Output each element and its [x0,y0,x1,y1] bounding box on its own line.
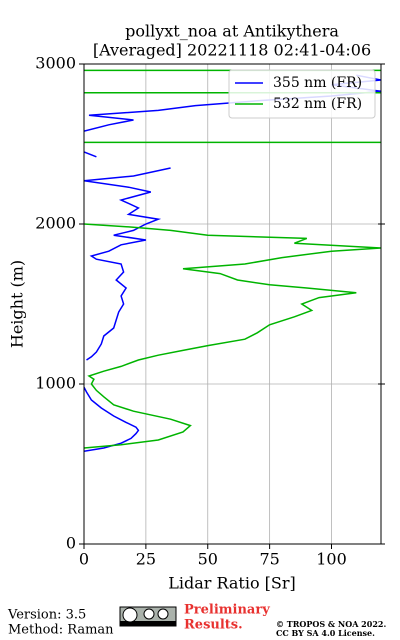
chart-title: [Averaged] 20221118 02:41-04:06 [93,41,371,60]
x-tick-label: 25 [136,550,156,569]
chart-title: pollyxt_noa at Antikythera [125,22,339,41]
y-tick-label: 0 [66,534,76,553]
profile-line [84,74,381,452]
legend-box [228,69,376,119]
y-axis-label: Height (m) [8,260,27,348]
cc-logo [119,606,177,627]
copyright: © TROPOS & NOA 2022. [276,619,386,629]
y-tick-label: 2000 [35,214,76,233]
version: Version: 3.5 [7,608,86,623]
x-tick-label: 75 [259,550,279,569]
method: Method: Raman [8,623,114,638]
y-tick-label: 1000 [35,374,76,393]
profile-line [84,69,381,449]
preliminary-note: Preliminary [184,603,270,618]
plot-frame [83,63,382,545]
legend-label: 355 nm (FR) [273,75,362,91]
x-tick-label: 50 [198,550,218,569]
copyright: CC BY SA 4.0 License. [276,628,375,638]
x-axis-label: Lidar Ratio [Sr] [168,574,296,593]
x-tick-label: 0 [79,550,89,569]
y-tick-label: 3000 [35,54,76,73]
preliminary-note: Results. [184,618,243,633]
legend-label: 532 nm (FR) [273,96,362,112]
x-tick-label: 100 [316,550,347,569]
